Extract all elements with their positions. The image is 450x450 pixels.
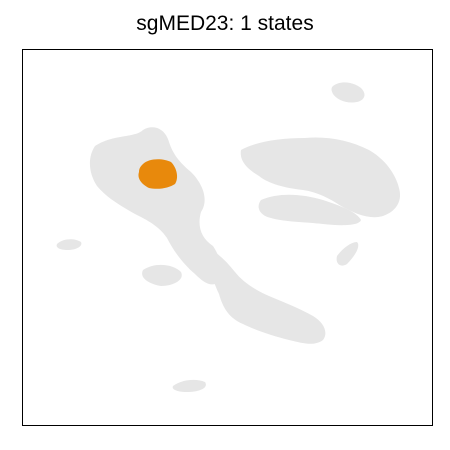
cluster-left-blob bbox=[56, 239, 82, 250]
highlight-cluster bbox=[138, 159, 178, 189]
plot-area bbox=[22, 49, 433, 426]
cluster-bottom bbox=[172, 379, 206, 392]
cluster-top-small bbox=[331, 82, 365, 103]
cluster-left-main bbox=[89, 127, 222, 285]
background-cells bbox=[56, 82, 401, 392]
highlight-cells bbox=[138, 159, 178, 189]
chart-title: sgMED23: 1 states bbox=[136, 12, 314, 35]
cluster-right-streak bbox=[336, 242, 359, 266]
cluster-center-mid bbox=[142, 264, 182, 286]
cluster-left-tail bbox=[201, 248, 326, 344]
cluster-right-lower bbox=[258, 194, 361, 226]
cluster-right-ring bbox=[240, 137, 401, 218]
umap-scatter bbox=[56, 82, 401, 392]
